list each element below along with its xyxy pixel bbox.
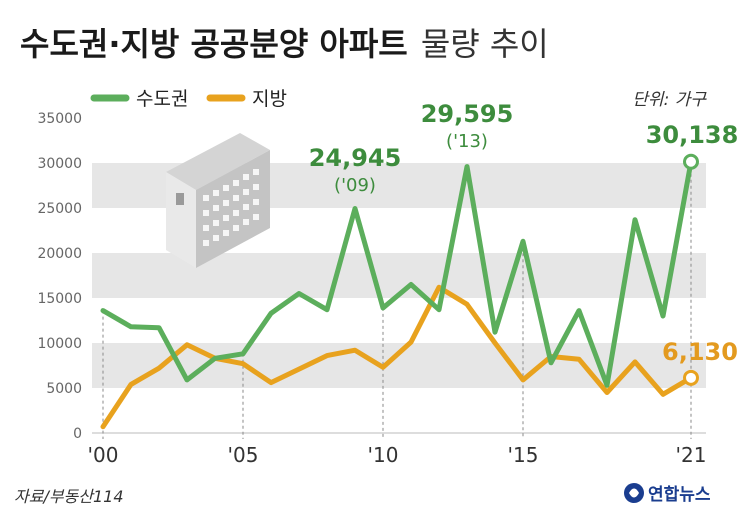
y-tick-label: 10000 xyxy=(37,336,82,352)
y-tick-label: 25000 xyxy=(37,201,82,217)
x-tick-label: '00 xyxy=(88,443,119,467)
logo-label: 연합뉴스 xyxy=(648,484,711,505)
annotation-2013-year: ('13) xyxy=(446,131,488,152)
annotation-end-metro: 30,138 xyxy=(646,121,739,149)
annotation-2013-value: 29,595 xyxy=(421,100,514,128)
y-tick-label: 5000 xyxy=(46,381,82,397)
x-tick-label: '05 xyxy=(228,443,259,467)
end-point-metro xyxy=(683,153,699,170)
series-line-metro xyxy=(100,159,694,388)
annotation-2009-value: 24,945 xyxy=(309,144,402,172)
source-label: 자료/부동산114 xyxy=(14,487,124,506)
annotation-2009-year: ('09) xyxy=(334,175,376,196)
y-tick-label: 30000 xyxy=(37,156,82,172)
yonhap-logo: 연합뉴스 xyxy=(624,483,711,505)
series-line-local xyxy=(100,284,694,430)
legend-label-local: 지방 xyxy=(252,88,287,110)
y-axis: 0 5000 10000 15000 20000 25000 30000 35000 xyxy=(37,111,82,442)
unit-label: 단위: 가구 xyxy=(632,90,707,110)
legend-label-metro: 수도권 xyxy=(136,88,188,110)
x-tick-label: '15 xyxy=(508,443,539,467)
building-icon xyxy=(166,133,270,268)
x-guides xyxy=(102,161,692,439)
x-axis: '00 '05 '10 '15 '21 xyxy=(88,443,707,467)
y-tick-label: 0 xyxy=(73,426,82,442)
chart-title: 수도권·지방 공공분양 아파트 물량 추이 xyxy=(20,25,549,63)
end-point-local xyxy=(683,369,699,386)
y-tick-label: 20000 xyxy=(37,246,82,262)
x-tick-label: '10 xyxy=(368,443,399,467)
legend: 수도권 지방 xyxy=(90,88,287,110)
annotation-end-local: 6,130 xyxy=(662,338,738,366)
x-tick-label: '21 xyxy=(676,443,707,467)
y-tick-label: 15000 xyxy=(37,291,82,307)
y-tick-label: 35000 xyxy=(37,111,82,127)
